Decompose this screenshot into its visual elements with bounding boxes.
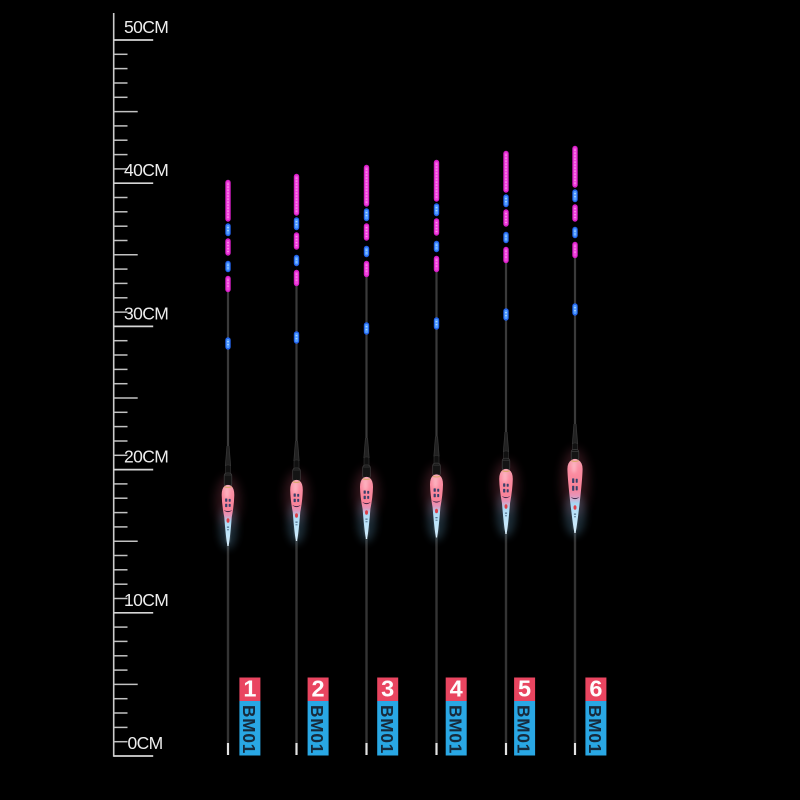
svg-text:BM01: BM01 xyxy=(585,705,605,754)
svg-text:30CM: 30CM xyxy=(124,303,168,323)
svg-text:40CM: 40CM xyxy=(124,160,168,180)
svg-text:6: 6 xyxy=(589,676,602,702)
svg-text:BM01: BM01 xyxy=(307,705,327,754)
svg-text:1: 1 xyxy=(243,676,256,702)
svg-text:3: 3 xyxy=(381,676,394,702)
svg-text:BM01: BM01 xyxy=(377,705,397,754)
svg-text:BM01: BM01 xyxy=(514,705,534,754)
svg-text:5: 5 xyxy=(518,676,531,702)
svg-text:0CM: 0CM xyxy=(128,733,163,753)
svg-text:2: 2 xyxy=(312,676,325,702)
svg-text:10CM: 10CM xyxy=(124,590,168,610)
svg-text:BM01: BM01 xyxy=(445,705,465,754)
svg-text:50CM: 50CM xyxy=(124,17,168,37)
svg-text:BM01: BM01 xyxy=(239,705,259,754)
svg-text:20CM: 20CM xyxy=(124,447,168,467)
svg-text:4: 4 xyxy=(450,676,463,702)
